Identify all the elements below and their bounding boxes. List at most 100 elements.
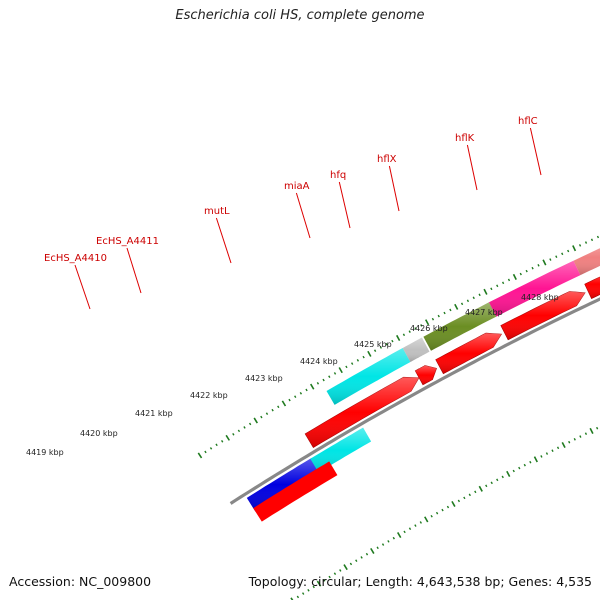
minor-tick [490, 287, 493, 291]
minor-tick [529, 460, 532, 464]
gene-label-leaders [74, 127, 542, 310]
major-tick [483, 288, 488, 295]
minor-tick [474, 490, 477, 494]
gene-label: hflC [518, 116, 538, 127]
minor-tick [549, 258, 552, 261]
minor-tick [507, 278, 511, 282]
outer-tick-marks [197, 235, 600, 459]
minor-tick [596, 426, 599, 430]
minor-tick [376, 546, 379, 550]
major-tick [572, 245, 577, 252]
minor-tick [333, 372, 337, 375]
minor-tick [408, 330, 411, 333]
minor-tick [579, 435, 582, 438]
minor-tick [545, 452, 549, 455]
minor-tick [501, 475, 504, 479]
minor-tick [590, 238, 594, 242]
minor-tick [294, 395, 297, 398]
feature-segment-shade [423, 302, 497, 351]
minor-tick [339, 569, 342, 572]
gene-label-leader [126, 247, 142, 294]
major-tick [338, 367, 343, 374]
minor-tick [345, 365, 348, 369]
minor-tick [403, 530, 406, 534]
major-tick [589, 427, 594, 434]
minor-tick [373, 349, 377, 352]
accession-text: Accession: NC_009800 [9, 574, 152, 589]
kbp-label: 4427 kbp [465, 308, 503, 317]
gene-label: hfq [330, 170, 346, 181]
minor-tick [441, 508, 444, 512]
minor-tick [316, 382, 320, 385]
minor-tick [449, 308, 452, 312]
genome-summary-text: Topology: circular; Length: 4,643,538 bp… [248, 574, 592, 589]
feature-segment-shade [402, 337, 430, 362]
kbp-label: 4420 kbp [80, 429, 118, 438]
major-tick [424, 319, 430, 326]
minor-tick [414, 327, 417, 330]
minor-tick [446, 505, 450, 509]
cds-arrow-shade [500, 291, 586, 340]
cds-arrow [253, 461, 338, 522]
minor-tick [435, 511, 439, 515]
major-tick [290, 597, 294, 600]
minor-tick [360, 556, 363, 559]
kbp-label: 4419 kbp [26, 448, 64, 457]
minor-tick [512, 469, 515, 473]
minor-tick [466, 299, 470, 303]
minor-tick [232, 433, 235, 436]
minor-tick [463, 496, 466, 500]
cds-arrow-shade [435, 333, 502, 374]
minor-tick [288, 398, 291, 402]
minor-tick [209, 447, 213, 450]
kbp-label: 4421 kbp [135, 409, 173, 418]
minor-tick [237, 429, 241, 433]
minor-tick [323, 579, 326, 582]
minor-tick [379, 346, 383, 349]
major-tick [561, 441, 566, 449]
kbp-label: 4423 kbp [245, 374, 283, 383]
minor-tick [215, 443, 218, 447]
minor-tick [243, 426, 246, 429]
gene-label: hflK [455, 133, 475, 144]
kbp-label: 4424 kbp [300, 357, 338, 366]
cds-arrow-shade [305, 377, 419, 448]
minor-tick [355, 559, 358, 562]
major-tick [396, 532, 402, 539]
major-tick [454, 303, 459, 310]
minor-tick [408, 527, 412, 531]
kbp-label: 4422 kbp [190, 391, 228, 400]
minor-tick [561, 252, 564, 256]
minor-tick [568, 440, 571, 444]
minor-tick [578, 244, 582, 247]
minor-tick [596, 235, 600, 239]
minor-tick [468, 493, 471, 497]
minor-tick [540, 455, 543, 458]
minor-tick [277, 405, 280, 409]
minor-tick [322, 378, 325, 382]
major-tick [310, 383, 315, 390]
gene-label: hflX [377, 154, 397, 165]
minor-tick [519, 272, 522, 276]
major-tick [478, 485, 483, 492]
feature-segments [246, 248, 600, 512]
minor-tick [430, 514, 433, 518]
minor-tick [312, 585, 315, 589]
major-tick [451, 500, 456, 507]
gene-label: EcHS_A4411 [96, 236, 159, 247]
minor-tick [460, 302, 464, 306]
cds-arrow-shade [415, 365, 437, 385]
major-tick [424, 516, 429, 523]
major-tick [533, 456, 538, 463]
minor-tick [551, 449, 554, 453]
minor-tick [307, 588, 310, 592]
inner-tick-marks [290, 426, 599, 600]
minor-tick [478, 293, 481, 297]
feature-segment-shade [310, 427, 372, 473]
minor-tick [271, 408, 274, 412]
minor-tick [296, 595, 300, 599]
gene-label-leader [466, 144, 478, 191]
major-tick [281, 400, 287, 407]
